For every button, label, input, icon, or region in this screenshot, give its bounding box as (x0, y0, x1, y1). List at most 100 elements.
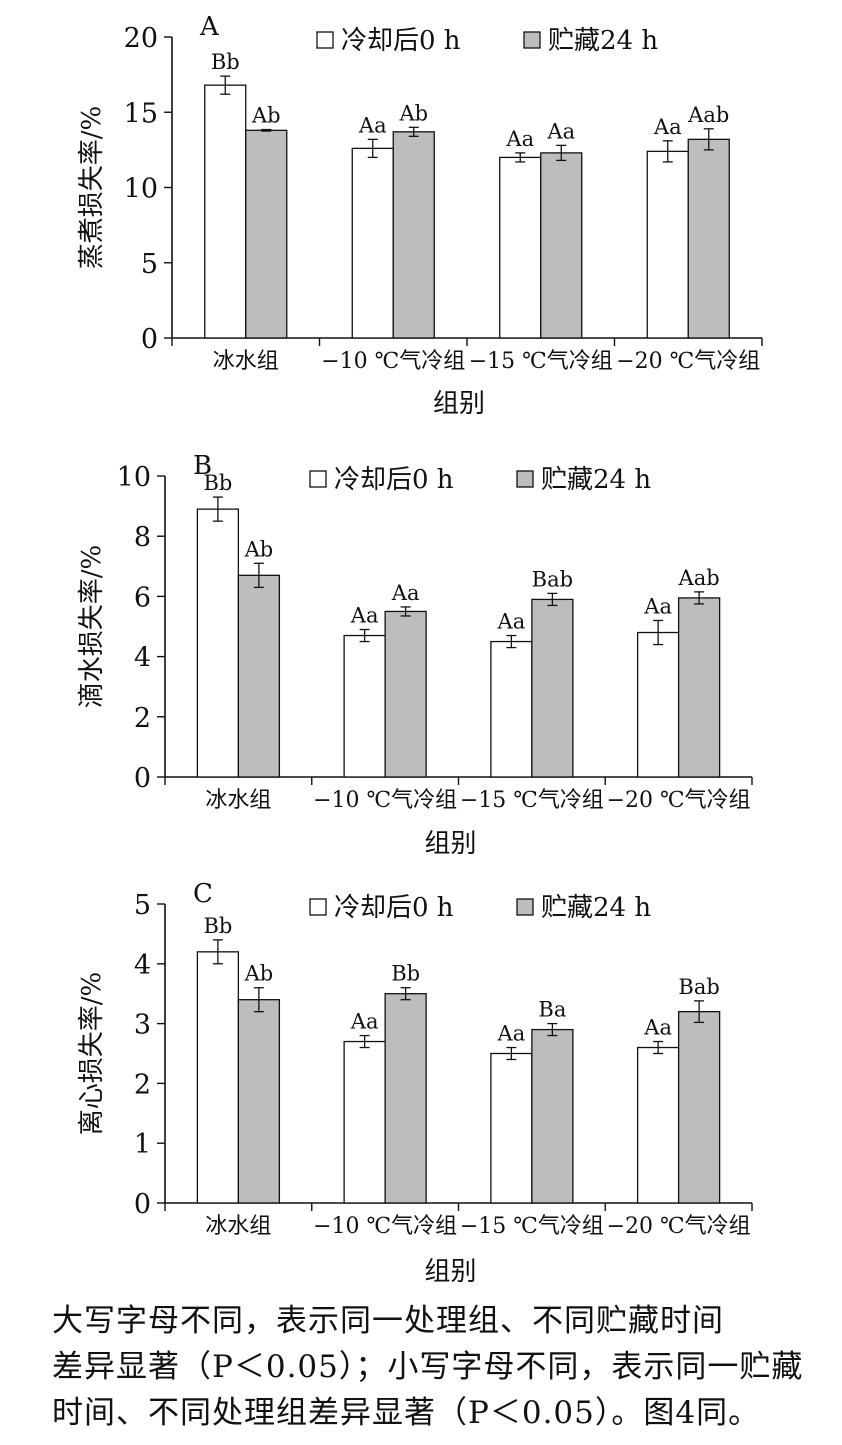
bar (677, 597, 721, 778)
bar (343, 634, 386, 778)
data-label: Aa (497, 1022, 526, 1046)
caption-line-2: 差异显著（P＜0.05）；小写字母不同，表示同一贮藏 (52, 1349, 804, 1385)
bar (196, 508, 240, 778)
data-label: Bb (211, 50, 240, 74)
y-tick-label: 20 (124, 23, 158, 54)
legend-label: 冷却后0 h (334, 465, 454, 495)
x-tick-label: 冰水组 (205, 1214, 271, 1239)
x-tick-label: 冰水组 (205, 788, 271, 813)
y-tick-label: 0 (134, 1189, 151, 1220)
x-tick-label: −10 ℃气冷组 (313, 788, 457, 813)
y-tick-label: 8 (134, 522, 151, 553)
caption-line-1: 大写字母不同，表示同一处理组、不同贮藏时间 (52, 1303, 724, 1339)
y-tick-label: 10 (117, 462, 151, 493)
panel-label: C (193, 879, 213, 909)
legend-swatch (309, 898, 327, 916)
bar (490, 640, 533, 778)
bar (687, 138, 730, 339)
legend-swatch (516, 470, 534, 488)
x-tick-label: −10 ℃气冷组 (313, 1214, 457, 1239)
x-tick-label: −15 ℃气冷组 (460, 788, 604, 813)
data-label: Aa (653, 115, 682, 139)
y-tick-label: 1 (134, 1129, 151, 1160)
bar (646, 150, 689, 339)
data-label: Ab (398, 101, 428, 125)
bar (204, 84, 247, 339)
data-label: Aa (643, 594, 672, 618)
figure-caption: 大写字母不同，表示同一处理组、不同贮藏时间 差异显著（P＜0.05）；小写字母不… (52, 1298, 812, 1436)
y-tick-label: 10 (124, 174, 158, 205)
data-label: Aa (350, 604, 379, 628)
x-tick-label: −10 ℃气冷组 (321, 349, 465, 374)
bar (392, 131, 435, 339)
data-label: Bb (203, 914, 232, 938)
x-tick-label: 冰水组 (213, 349, 279, 374)
data-label: Bab (532, 567, 573, 591)
y-tick-label: 4 (134, 643, 151, 674)
data-label: Aa (643, 1016, 672, 1040)
data-label: Bb (391, 962, 420, 986)
data-label: Aa (358, 113, 387, 137)
x-tick-label: −15 ℃气冷组 (460, 1214, 604, 1239)
y-tick-label: 4 (134, 950, 151, 981)
legend-swatch (516, 898, 534, 916)
data-label: Ab (244, 537, 274, 561)
data-label: Bb (203, 471, 232, 495)
data-label: Aab (687, 103, 729, 127)
y-tick-label: 5 (134, 890, 151, 921)
bar (490, 1052, 533, 1204)
x-axis-title: 组别 (424, 829, 476, 859)
bar (384, 993, 427, 1204)
y-tick-label: 15 (124, 98, 158, 129)
bar (196, 951, 240, 1204)
legend-swatch (316, 31, 334, 49)
panel-label: A (199, 12, 220, 42)
legend-label: 冷却后0 h (334, 893, 454, 923)
data-label: Aa (546, 119, 575, 143)
y-axis-title: 滴水损失率/% (77, 545, 107, 708)
bar (677, 1010, 721, 1204)
data-label: Ab (251, 104, 281, 128)
y-axis-title: 离心损失率/% (77, 972, 107, 1135)
data-label: Aa (391, 581, 420, 605)
bar (531, 1028, 574, 1204)
bar (540, 152, 583, 339)
x-tick-label: −20 ℃气冷组 (616, 349, 760, 374)
legend-label: 贮藏24 h (541, 465, 651, 495)
legend-label: 贮藏24 h (548, 26, 658, 56)
chart-panel-a: 0 5 10 15 20 Bb Ab 冰水组 Aa Ab −10 ℃气冷组 Aa Aa −15 ℃气冷组 A… (77, 12, 763, 419)
x-axis-title: 组别 (424, 1257, 476, 1287)
data-label: Aa (350, 1010, 379, 1034)
data-label: Bab (678, 975, 719, 999)
legend-label: 冷却后0 h (341, 26, 461, 56)
bar (636, 1046, 680, 1204)
data-label: Aab (678, 566, 720, 590)
x-tick-label: −20 ℃气冷组 (607, 1214, 751, 1239)
bar (237, 574, 281, 778)
x-tick-label: −15 ℃气冷组 (469, 349, 613, 374)
bar (499, 156, 542, 339)
bar (245, 129, 288, 339)
bar (636, 631, 680, 778)
data-label: Ba (538, 998, 566, 1022)
panel-label: B (193, 451, 212, 481)
data-label: Ab (244, 962, 274, 986)
data-label: Aa (505, 127, 534, 151)
bar (237, 999, 281, 1204)
x-tick-label: −20 ℃气冷组 (607, 788, 751, 813)
caption-line-3: 时间、不同处理组差异显著（P＜0.05）。图4同。 (52, 1395, 761, 1431)
y-tick-label: 6 (134, 582, 151, 613)
x-axis-title: 组别 (433, 389, 485, 419)
y-axis-title: 蒸煮损失率/% (77, 106, 107, 269)
bar (384, 610, 427, 778)
y-tick-label: 3 (134, 1010, 151, 1041)
y-tick-label: 2 (134, 1069, 151, 1100)
legend-swatch (523, 31, 541, 49)
y-tick-label: 0 (141, 324, 158, 355)
y-tick-label: 5 (141, 249, 158, 280)
legend-swatch (309, 470, 327, 488)
bar (343, 1040, 386, 1204)
data-label: Aa (497, 610, 526, 634)
y-tick-label: 0 (134, 763, 151, 794)
